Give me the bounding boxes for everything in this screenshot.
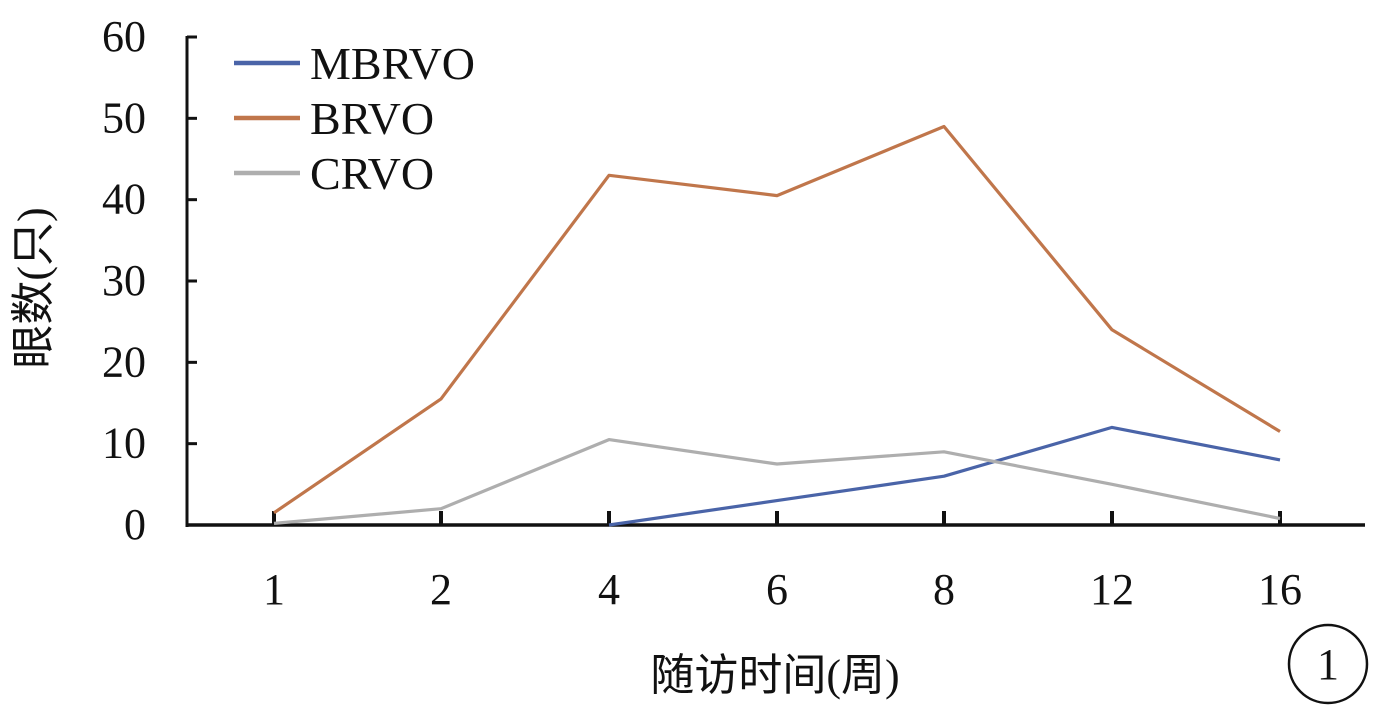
x-axis-label: 随访时间(周) — [650, 651, 899, 700]
y-tick-label: 0 — [124, 500, 146, 549]
y-tick-label: 50 — [102, 93, 146, 142]
x-tick-label: 16 — [1258, 565, 1302, 614]
figure-label: 1 — [1317, 640, 1339, 689]
x-tick-label: 2 — [430, 565, 452, 614]
y-tick-label: 60 — [102, 12, 146, 61]
y-axis-label: 眼数(只) — [9, 207, 58, 368]
y-tick-label: 30 — [102, 256, 146, 305]
y-tick-labels: 0 10 20 30 40 50 60 — [102, 12, 197, 549]
x-tick-labels: 1 2 4 6 8 12 16 — [263, 511, 1302, 614]
x-tick-label: 12 — [1090, 565, 1134, 614]
series-line-mbrvo — [608, 425, 1281, 527]
legend-label-mbrvo: MBRVO — [310, 38, 475, 89]
x-tick-label: 8 — [933, 565, 955, 614]
y-tick-label: 40 — [102, 175, 146, 224]
legend-label-brvo: BRVO — [310, 93, 434, 144]
y-tick-label: 10 — [102, 419, 146, 468]
y-tick-label: 20 — [102, 337, 146, 386]
series-line-crvo — [273, 438, 1281, 525]
series-line-brvo — [273, 124, 1281, 515]
figure-label-circle — [1287, 623, 1369, 705]
x-tick-label: 1 — [263, 565, 285, 614]
series-lines — [273, 124, 1281, 527]
legend-label-crvo: CRVO — [310, 148, 434, 199]
x-tick-label: 4 — [598, 565, 620, 614]
x-tick-label: 6 — [766, 565, 788, 614]
